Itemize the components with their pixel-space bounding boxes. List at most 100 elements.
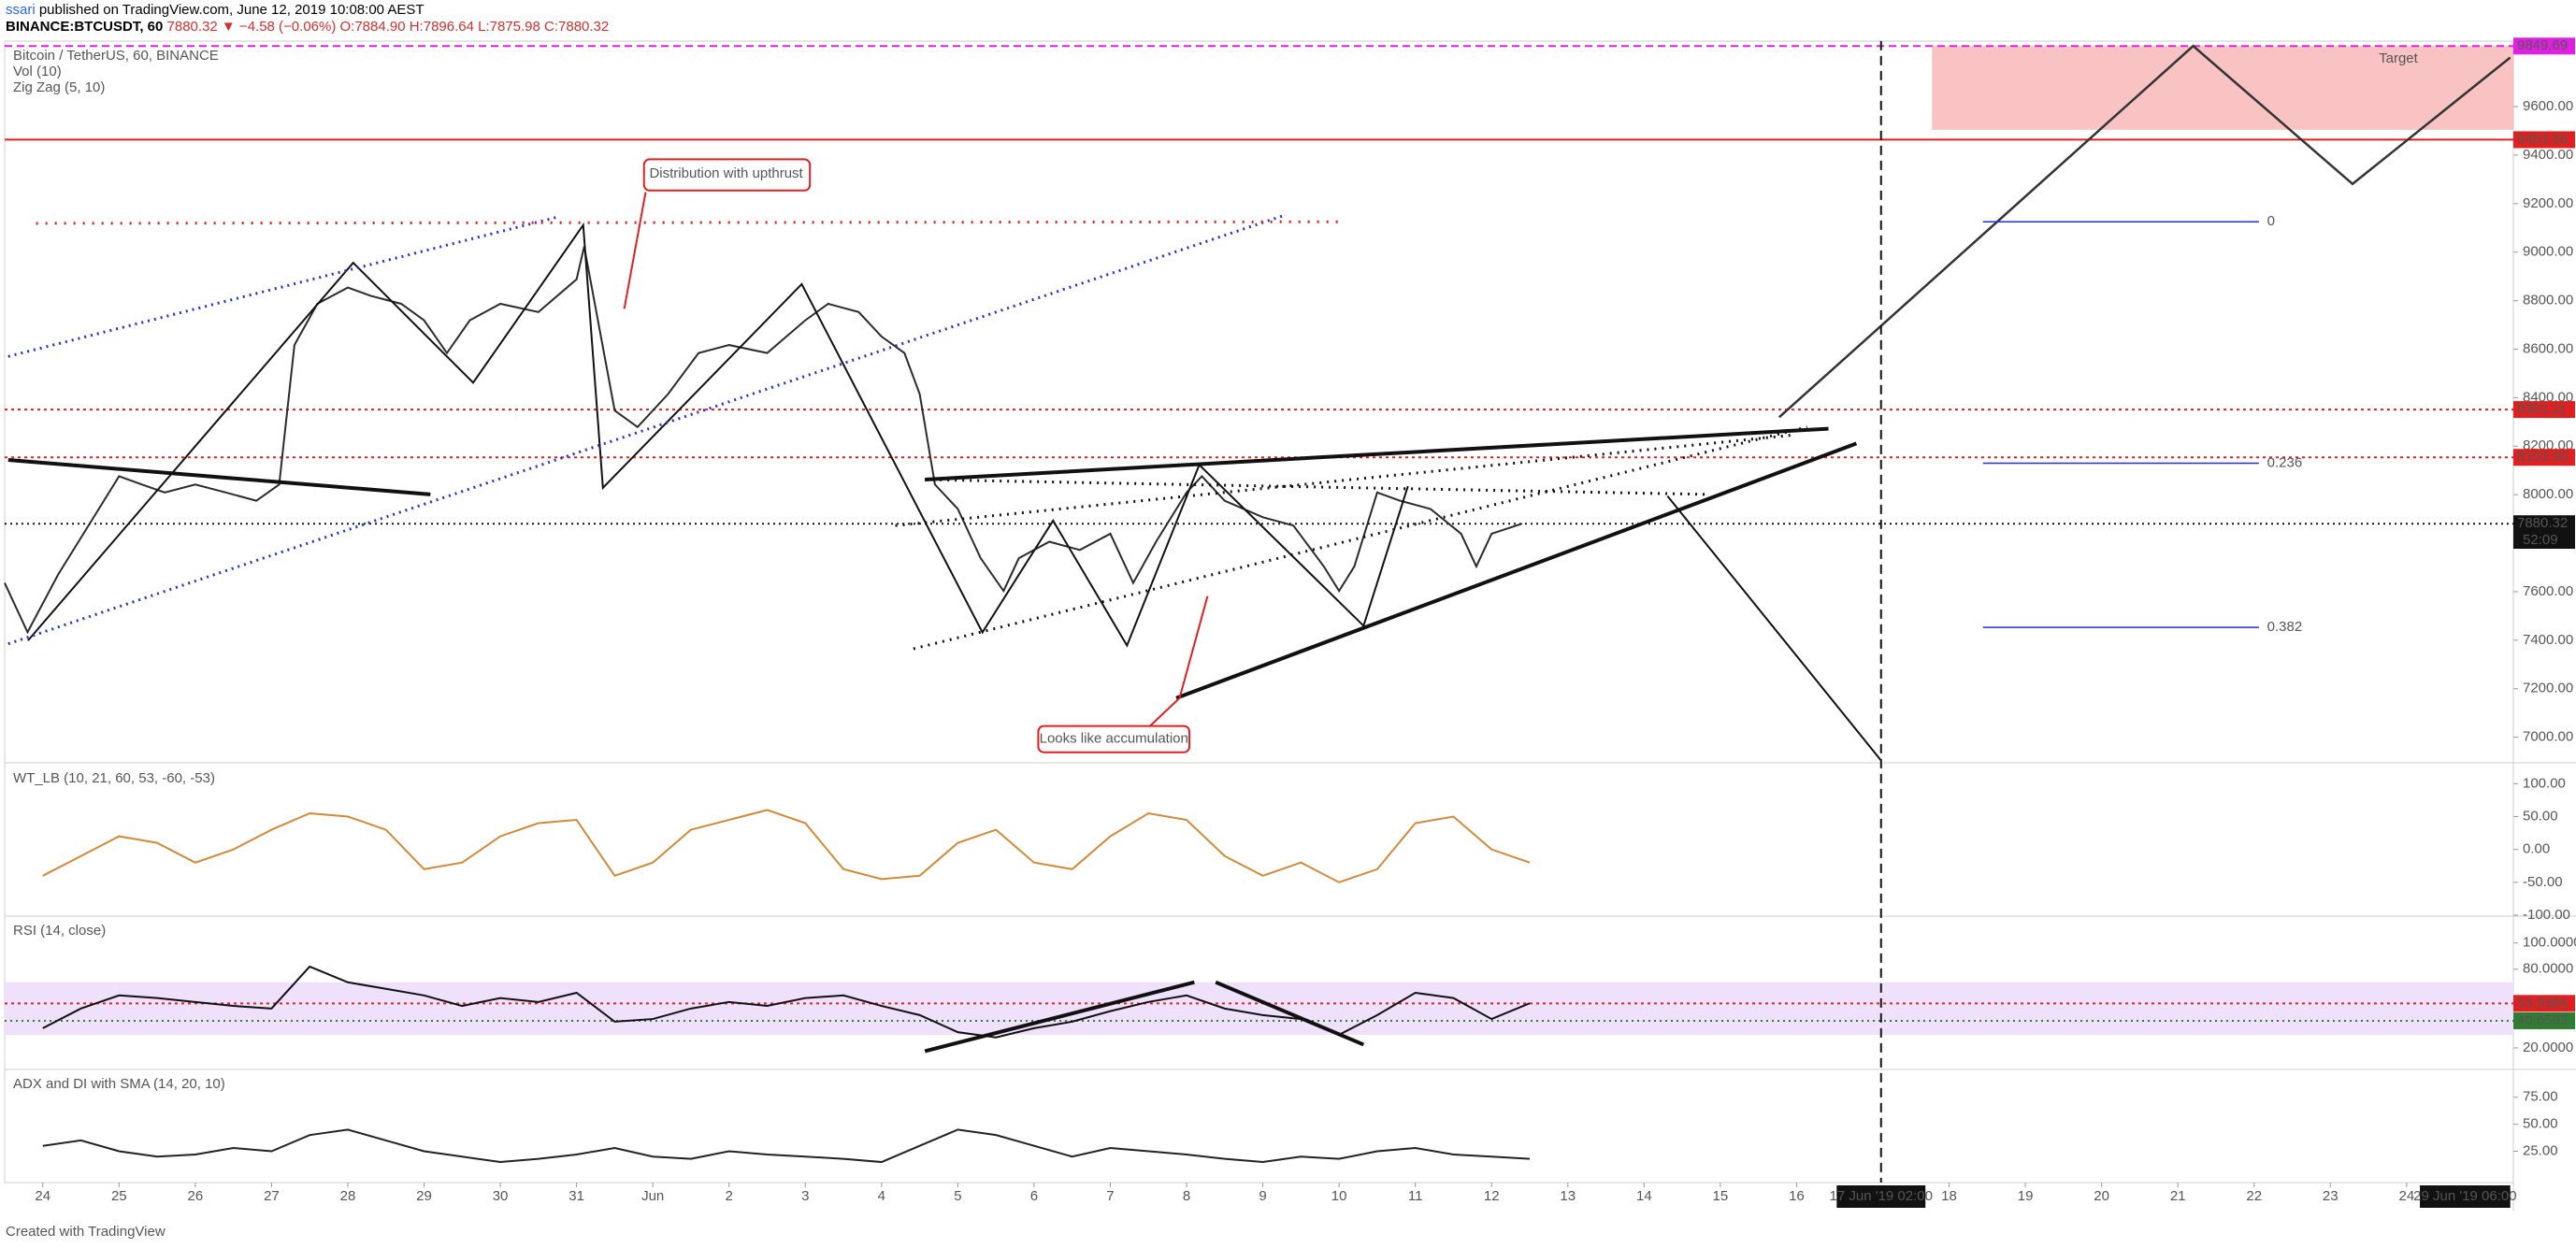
callout-box [1037, 724, 1191, 753]
x-tick-label: 9 [1259, 1188, 1266, 1204]
level-tag [2513, 515, 2575, 533]
published: published on TradingView.com, June 12, 2… [38, 2, 425, 18]
series-line [4, 246, 1523, 635]
y-tick-label: 0.00 [2523, 841, 2550, 857]
x-tick-label: 30 [493, 1188, 509, 1204]
pane-title: RSI (14, close) [13, 923, 106, 939]
y-tick-label: 8000.00 [2523, 486, 2573, 502]
y-tick-label: 9200.00 [2523, 195, 2573, 211]
x-tick-label: 21 [2170, 1188, 2186, 1204]
target-zone [1932, 46, 2514, 130]
crosshair-tag [2420, 1185, 2511, 1208]
rsi-band [5, 982, 2513, 1035]
author: ssari [6, 2, 36, 18]
level-tag [2513, 1011, 2575, 1029]
x-tick-label: Jun [641, 1188, 664, 1204]
y-tick-label: 8600.00 [2523, 340, 2573, 356]
level-tag [2513, 37, 2575, 55]
level-label: 53.9384 [2517, 995, 2568, 1011]
callout [623, 192, 647, 309]
callout-text: Looks like accumulation [1040, 731, 1188, 747]
y-tick-label: 7000.00 [2523, 729, 2573, 745]
trendline [925, 426, 1829, 482]
x-tick-label: 11 [1408, 1188, 1423, 1204]
y-tick-label: 8800.00 [2523, 293, 2573, 308]
frame [4, 40, 2576, 1211]
pane-title: WT_LB (10, 21, 60, 53, -60, -53) [13, 770, 215, 786]
y-tick-label: 7600.00 [2523, 583, 2573, 599]
x-tick-label: 7 [1106, 1188, 1114, 1204]
level-label: 8153.93 [2517, 449, 2568, 465]
level-label: 8351.11 [2517, 401, 2567, 417]
x-tick-label: 18 [1941, 1188, 1957, 1204]
level-label: 9463.66 [2517, 131, 2568, 147]
y-tick-label: 7200.00 [2523, 681, 2573, 696]
y-tick-label: 80.0000 [2523, 961, 2573, 977]
level-label: 9849.69 [2517, 37, 2568, 53]
rsi-arrow [1215, 980, 1365, 1047]
series-line [42, 1128, 1531, 1164]
resistance-line [36, 220, 1345, 225]
x-tick-label: 28 [340, 1188, 356, 1204]
channel-line [7, 213, 1286, 646]
x-tick-label: 19 [2018, 1188, 2034, 1204]
y-tick-label: 25.00 [2523, 1142, 2558, 1158]
channel-line [7, 215, 559, 358]
series-line [42, 809, 1531, 883]
x-tick-label: 26 [188, 1188, 204, 1204]
x-tick-label: 4 [878, 1188, 885, 1204]
legend-item: Vol (10) [13, 64, 62, 79]
dotted-line [913, 425, 1808, 651]
y-tick-label: 9600.00 [2523, 98, 2573, 114]
pane-title: ADX and DI with SMA (14, 20, 10) [13, 1076, 225, 1092]
y-tick-label: 50.00 [2523, 1116, 2558, 1132]
legend-item: Zig Zag (5, 10) [13, 79, 105, 95]
x-tick-label: 24 [2398, 1188, 2414, 1204]
series-line [42, 965, 1531, 1039]
x-tick-label: 3 [801, 1188, 809, 1204]
countdown-tag [2513, 532, 2575, 549]
x-tick-label: 31 [568, 1188, 584, 1204]
x-tick-label: 16 [1789, 1188, 1805, 1204]
header-line: ssari published on TradingView.com, June… [6, 2, 425, 18]
x-tick-label: 10 [1331, 1188, 1347, 1204]
projection [1777, 44, 2511, 419]
y-tick-label: 9400.00 [2523, 147, 2573, 163]
x-tick-label: 22 [2246, 1188, 2262, 1204]
x-tick-label: 13 [1560, 1188, 1576, 1204]
down-line [1666, 495, 1882, 762]
x-tick-label: 6 [1030, 1188, 1038, 1204]
countdown: 52:09 [2523, 532, 2558, 548]
x-tick-label: 20 [2094, 1188, 2109, 1204]
target-label: Target [2379, 50, 2419, 66]
x-tick-label: 15 [1713, 1188, 1729, 1204]
x-tick-label: 23 [2323, 1188, 2339, 1204]
x-tick-label: 5 [954, 1188, 961, 1204]
x-tick-label: 25 [111, 1188, 127, 1204]
level-tag [2513, 401, 2575, 419]
y-tick-label: -100.00 [2523, 907, 2570, 923]
y-tick-label: 9000.00 [2523, 244, 2573, 260]
crosshair-tag [1836, 1185, 1926, 1208]
y-tick-label: -50.00 [2523, 874, 2563, 890]
x-tick-label: 24 [35, 1188, 50, 1204]
trendline [1175, 441, 1858, 700]
y-tick-label: 75.00 [2523, 1089, 2558, 1105]
x-tick-label: 27 [264, 1188, 280, 1204]
symbol: BINANCE:BTCUSDT, 60 [6, 19, 164, 35]
x-tick-label: 14 [1636, 1188, 1652, 1204]
y-tick-label: 20.0000 [2523, 1040, 2573, 1055]
x-tick-label: 2 [726, 1188, 733, 1204]
x-tick-label: 29 [416, 1188, 432, 1204]
level-tag [2513, 449, 2575, 466]
x-tick-label: 12 [1484, 1188, 1500, 1204]
quote: 7880.32 ▼ −4.58 (−0.06%) O:7884.90 H:789… [166, 19, 610, 35]
level-tag [2513, 995, 2575, 1012]
footer: Created with TradingView [6, 1224, 165, 1240]
dotted-line [925, 478, 1709, 496]
callout [1149, 595, 1209, 727]
rsi-arrow [924, 980, 1195, 1054]
y-tick-label: 100.00 [2523, 775, 2566, 791]
fib-label: 0.382 [2267, 619, 2303, 635]
